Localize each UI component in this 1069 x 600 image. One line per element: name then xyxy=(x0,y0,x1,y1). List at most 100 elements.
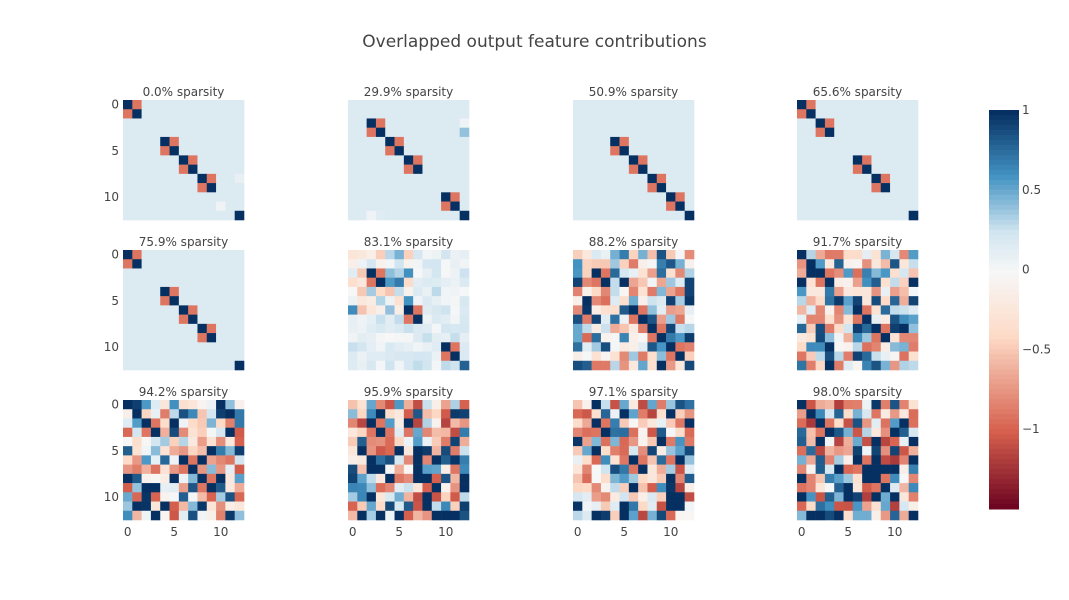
heatmap-cell xyxy=(403,100,414,110)
heatmap-cell xyxy=(459,164,470,175)
heatmap-cell xyxy=(206,183,217,193)
heatmap-cell xyxy=(619,501,630,512)
heatmap-cell xyxy=(815,409,826,419)
heatmap-cell xyxy=(797,164,807,175)
colorbar-segment xyxy=(989,339,1019,345)
heatmap-cell xyxy=(908,146,919,156)
heatmap-cell xyxy=(385,201,395,212)
heatmap-cell xyxy=(197,183,208,193)
heatmap-cell xyxy=(150,192,161,202)
heatmap-cell xyxy=(197,351,208,362)
heatmap-cell xyxy=(366,473,377,484)
heatmap-cell xyxy=(357,100,367,110)
heatmap-cell xyxy=(132,127,142,138)
heatmap-cell xyxy=(628,201,639,212)
heatmap-cell xyxy=(619,436,630,447)
heatmap-cell xyxy=(880,183,891,193)
heatmap-cell xyxy=(684,109,695,119)
heatmap-cell xyxy=(647,483,658,493)
heatmap-cell xyxy=(871,323,882,334)
heatmap-cell xyxy=(150,360,161,371)
heatmap-cell xyxy=(357,351,367,362)
heatmap-cell xyxy=(150,109,161,119)
heatmap-cell xyxy=(234,400,245,410)
heatmap-cell xyxy=(413,360,423,371)
heatmap-cell xyxy=(422,210,433,221)
heatmap-cell xyxy=(582,409,592,419)
heatmap-cell xyxy=(638,201,648,212)
heatmap-cell xyxy=(834,455,844,465)
heatmap-cell xyxy=(899,146,909,156)
colorbar-segment xyxy=(989,484,1019,490)
heatmap-cell xyxy=(806,296,816,306)
heatmap-cell xyxy=(824,314,835,325)
heatmap-cell xyxy=(824,455,835,465)
heatmap-cell xyxy=(843,418,854,428)
heatmap-cell xyxy=(141,492,152,502)
heatmap-cell xyxy=(834,464,844,475)
heatmap-cell xyxy=(141,277,152,288)
heatmap-cell xyxy=(422,360,433,371)
heatmap-cell xyxy=(619,455,630,465)
heatmap-cell xyxy=(899,510,909,521)
heatmap-cell xyxy=(666,455,676,465)
heatmap-cell xyxy=(610,173,620,184)
heatmap-cell xyxy=(806,510,816,521)
heatmap-cell xyxy=(216,473,226,484)
heatmap-cell xyxy=(675,155,685,165)
heatmap-cell xyxy=(178,510,189,521)
heatmap-cell xyxy=(357,118,367,128)
heatmap-cell xyxy=(160,210,170,221)
heatmap-cell xyxy=(852,464,863,475)
heatmap-cell xyxy=(216,427,226,438)
heatmap-cell xyxy=(450,427,460,438)
heatmap-cell xyxy=(169,100,180,110)
heatmap-cell xyxy=(610,259,620,269)
heatmap-cell xyxy=(797,333,807,343)
heatmap-cell xyxy=(160,464,170,475)
heatmap-cell xyxy=(206,333,217,343)
heatmap-cell xyxy=(459,436,470,447)
heatmap-cell xyxy=(234,164,245,175)
heatmap-cell xyxy=(797,136,807,147)
heatmap-cell xyxy=(656,268,667,278)
heatmap-cell xyxy=(797,296,807,306)
heatmap-cell xyxy=(843,164,854,175)
y-tick-label: 10 xyxy=(104,340,119,354)
heatmap-cell xyxy=(619,360,630,371)
heatmap-cell xyxy=(852,418,863,428)
heatmap-cell xyxy=(824,323,835,334)
heatmap-cell xyxy=(815,501,826,512)
heatmap-cell xyxy=(582,483,592,493)
heatmap-cell xyxy=(908,501,919,512)
heatmap-cell xyxy=(824,418,835,428)
heatmap-cell xyxy=(150,323,161,334)
heatmap-cell xyxy=(619,100,630,110)
heatmap-cell xyxy=(600,464,611,475)
heatmap-cell xyxy=(890,492,900,502)
heatmap-cell xyxy=(160,427,170,438)
heatmap-cell xyxy=(656,351,667,362)
heatmap-cell xyxy=(431,259,442,269)
heatmap-cell xyxy=(385,351,395,362)
heatmap-cell xyxy=(573,286,583,297)
heatmap-cell xyxy=(123,360,133,371)
heatmap-cell xyxy=(188,210,198,221)
heatmap-cell xyxy=(797,400,807,410)
heatmap-cell xyxy=(797,201,807,212)
heatmap-cell xyxy=(834,427,844,438)
heatmap-cell xyxy=(815,305,826,315)
heatmap-cell xyxy=(206,427,217,438)
heatmap-cell xyxy=(132,296,142,306)
colorbar-segment xyxy=(989,279,1019,286)
heatmap-cell xyxy=(160,127,170,138)
heatmap-cell xyxy=(638,409,648,419)
heatmap-cell xyxy=(150,510,161,521)
heatmap-cell xyxy=(169,455,180,465)
heatmap-cell xyxy=(169,418,180,428)
heatmap-cell xyxy=(656,164,667,175)
heatmap-cell xyxy=(684,183,695,193)
heatmap-cell xyxy=(908,268,919,278)
heatmap-cell xyxy=(206,351,217,362)
heatmap-cell xyxy=(628,296,639,306)
